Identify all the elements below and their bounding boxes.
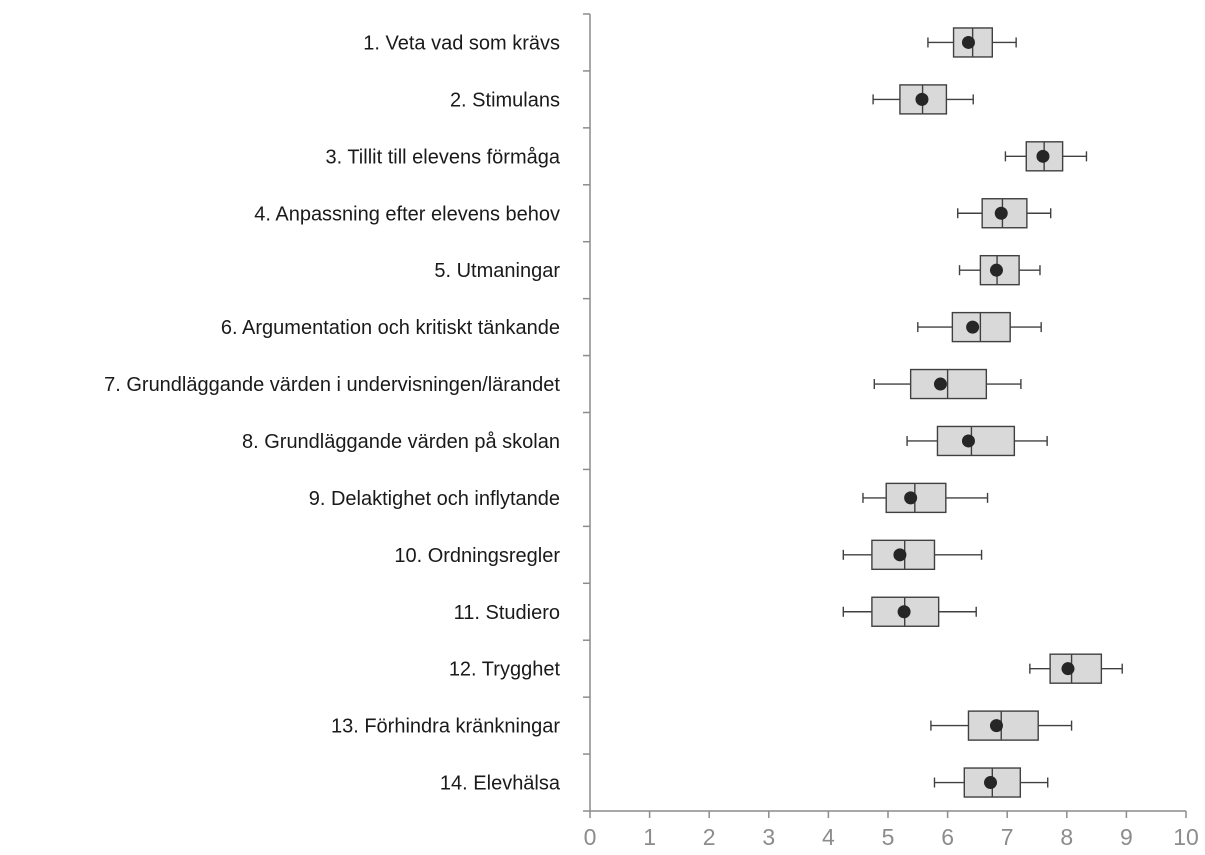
iqr-box [936,425,1016,457]
box-item [862,482,989,514]
x-tick-label: 4 [822,824,835,850]
category-label: 7. Grundläggande värden i undervisningen… [104,374,560,396]
iqr-box [909,368,988,400]
category-label: 11. Studiero [454,602,560,624]
x-tick-label: 0 [584,824,597,850]
category-label: 13. Förhindra kränkningar [331,716,560,738]
x-tick-label: 2 [703,824,716,850]
box-item [842,539,983,571]
mean-marker [915,92,929,106]
x-tick-label: 8 [1060,824,1073,850]
box-series [842,27,1123,798]
mean-marker [897,605,911,619]
x-tick-label: 1 [643,824,656,850]
mean-marker [1036,149,1050,163]
box-item [873,368,1022,400]
mean-marker [994,206,1008,220]
category-label: 9. Delaktighet och inflytande [309,488,560,510]
box-item [842,596,977,627]
mean-marker [1061,662,1075,676]
box-item [933,767,1049,798]
y-axis [583,13,591,812]
iqr-box [1049,653,1103,684]
category-label: 3. Tillit till elevens förmåga [325,146,560,168]
mean-marker [989,719,1003,733]
box-item [1004,141,1088,172]
iqr-box [981,198,1028,229]
x-axis: 0 1 2 3 4 5 6 7 8 9 10 [584,810,1199,850]
category-label: 6. Argumentation och kritiskt tänkande [221,317,560,339]
category-label: 14. Elevhälsa [440,773,561,795]
box-item [917,311,1042,343]
x-tick-label: 6 [941,824,954,850]
mean-marker [989,263,1003,277]
category-label: 4. Anpassning efter elevens behov [254,203,560,225]
box-item [927,27,1017,58]
box-item [872,84,974,115]
category-label: 10. Ordningsregler [394,545,560,567]
category-label: 1. Veta vad som krävs [363,32,560,54]
box-item [958,254,1041,286]
x-tick-label: 3 [762,824,775,850]
mean-marker [984,776,998,790]
mean-marker [893,548,907,562]
mean-marker [961,434,975,448]
box-item [957,198,1052,229]
category-labels: 1. Veta vad som krävs 2. Stimulans 3. Till… [104,32,561,794]
iqr-box [951,311,1011,343]
box-item [906,425,1048,457]
box-item [1029,653,1123,684]
mean-marker [961,35,975,49]
x-tick-label: 9 [1120,824,1133,850]
x-tick-label: 7 [1001,824,1014,850]
box-item [930,710,1073,741]
category-label: 5. Utmaningar [434,260,560,282]
category-label: 12. Trygghet [449,659,561,681]
mean-marker [966,320,980,334]
iqr-box [967,710,1039,741]
mean-marker [904,491,918,505]
x-tick-label: 5 [882,824,895,850]
category-label: 2. Stimulans [450,89,560,111]
mean-marker [933,377,947,391]
category-label: 8. Grundläggande värden på skolan [242,431,560,453]
x-tick-label: 10 [1173,824,1199,850]
